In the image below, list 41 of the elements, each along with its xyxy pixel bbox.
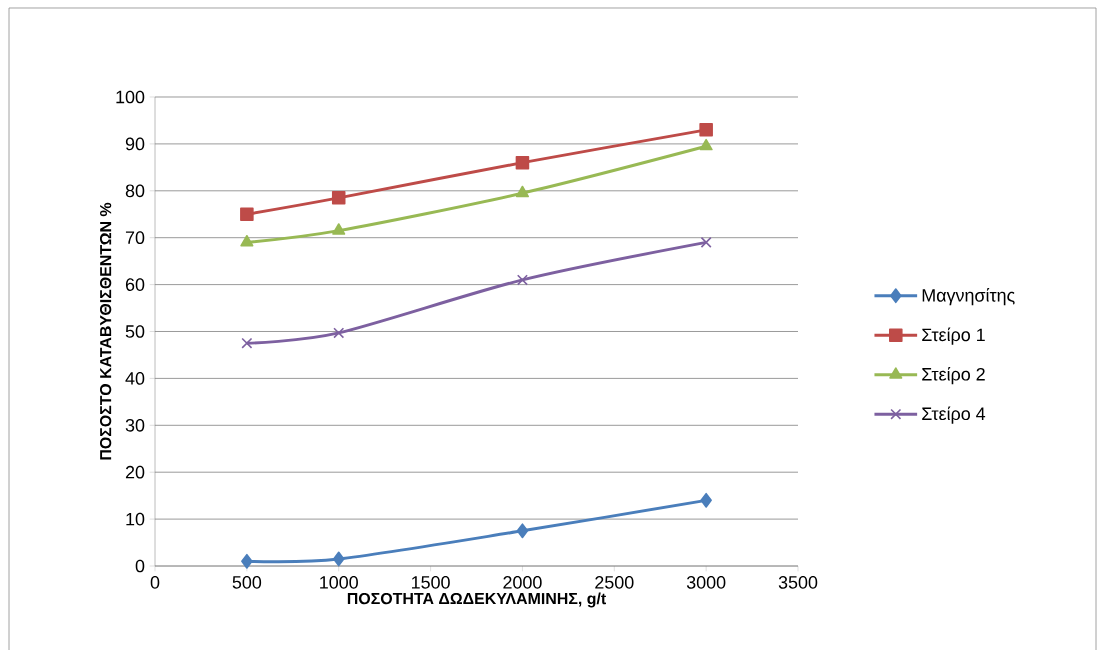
y-tick-label: 60: [125, 278, 145, 291]
x-tick-label: 2500: [595, 576, 634, 589]
y-tick-label: 0: [135, 559, 145, 573]
point: [700, 236, 712, 248]
x-tick-label: 1000: [320, 576, 358, 589]
point: [240, 234, 254, 247]
y-tick-label: 90: [125, 137, 145, 151]
point: [240, 207, 254, 222]
point: [241, 553, 253, 569]
point: [699, 123, 713, 137]
x-tick-label: 3500: [778, 576, 818, 589]
y-tick-label: 70: [125, 231, 145, 245]
legend-label: Στείρο 4: [922, 406, 986, 424]
point: [241, 337, 253, 349]
point: [333, 327, 345, 339]
y-tick-label: 40: [125, 372, 145, 385]
y-tick-label: 100: [116, 90, 145, 104]
point: [515, 185, 529, 198]
x-tick-label: 3000: [686, 576, 726, 589]
point: [700, 492, 712, 508]
legend-label: Στείρο 1: [922, 327, 985, 345]
y-tick-label: 20: [125, 465, 145, 479]
y-tick-label: 10: [126, 512, 145, 526]
point: [516, 274, 528, 286]
point: [332, 223, 346, 235]
y-tick-label: 30: [125, 418, 145, 432]
point: [332, 551, 345, 567]
x-tick-label: 500: [232, 576, 262, 589]
x-tick-label: 2000: [503, 576, 542, 589]
x-axis-title: ΠΟΣΟΤΗΤΑ ΔΩΔΕΚΥΛΑΜΙΝΗΣ, g/t: [347, 592, 607, 608]
y-tick-label: 80: [125, 184, 145, 198]
x-tick-label: 0: [150, 576, 160, 589]
point: [516, 523, 529, 539]
point: [699, 138, 713, 151]
point: [331, 191, 346, 205]
point: [515, 155, 530, 170]
x-tick-label: 1500: [412, 576, 450, 589]
legend-label: Μαγνησίτης: [922, 287, 1015, 306]
y-axis-title: ΠΟΣΟΣΤΟ ΚΑΤΑΒΥΘΙΣΘΕΝΤΩΝ %: [99, 202, 112, 460]
y-tick-label: 50: [125, 325, 145, 338]
legend-label: Στείρο 2: [922, 366, 985, 385]
